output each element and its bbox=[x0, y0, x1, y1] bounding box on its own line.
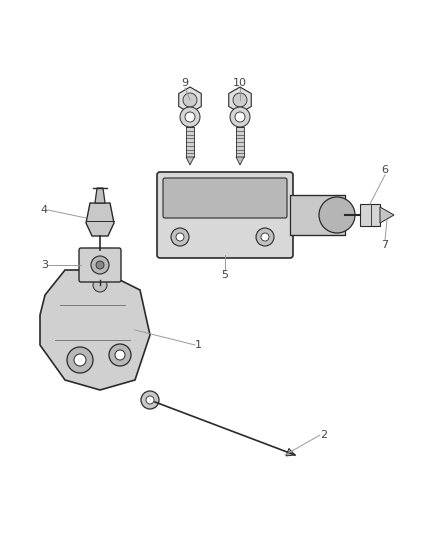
Circle shape bbox=[67, 347, 93, 373]
FancyBboxPatch shape bbox=[157, 172, 293, 258]
Polygon shape bbox=[95, 188, 105, 203]
Circle shape bbox=[233, 93, 247, 107]
Text: 9: 9 bbox=[181, 78, 189, 88]
Circle shape bbox=[96, 261, 104, 269]
Circle shape bbox=[180, 107, 200, 127]
Polygon shape bbox=[286, 448, 295, 456]
Text: 4: 4 bbox=[41, 205, 48, 215]
Circle shape bbox=[171, 228, 189, 246]
Polygon shape bbox=[186, 157, 194, 165]
Circle shape bbox=[235, 112, 245, 122]
Circle shape bbox=[319, 197, 355, 233]
Text: 10: 10 bbox=[233, 78, 247, 88]
FancyBboxPatch shape bbox=[163, 178, 287, 218]
Text: 5: 5 bbox=[222, 270, 229, 280]
Text: 7: 7 bbox=[381, 240, 389, 250]
Circle shape bbox=[261, 233, 269, 241]
Circle shape bbox=[146, 396, 154, 404]
Text: 6: 6 bbox=[381, 165, 389, 175]
FancyBboxPatch shape bbox=[79, 248, 121, 282]
Text: 2: 2 bbox=[320, 430, 327, 440]
Polygon shape bbox=[236, 157, 244, 165]
Circle shape bbox=[183, 93, 197, 107]
Polygon shape bbox=[86, 203, 114, 236]
Text: 3: 3 bbox=[41, 260, 48, 270]
Bar bbox=[186, 127, 194, 157]
Polygon shape bbox=[380, 207, 394, 223]
Bar bbox=[236, 127, 244, 157]
Bar bbox=[290, 195, 345, 235]
Circle shape bbox=[115, 350, 125, 360]
Circle shape bbox=[141, 391, 159, 409]
Circle shape bbox=[91, 256, 109, 274]
Polygon shape bbox=[229, 87, 251, 113]
Circle shape bbox=[109, 344, 131, 366]
Text: 1: 1 bbox=[195, 340, 202, 350]
Circle shape bbox=[93, 278, 107, 292]
Circle shape bbox=[185, 112, 195, 122]
Polygon shape bbox=[179, 87, 201, 113]
Circle shape bbox=[256, 228, 274, 246]
Circle shape bbox=[176, 233, 184, 241]
Bar bbox=[360, 204, 380, 226]
Circle shape bbox=[230, 107, 250, 127]
Polygon shape bbox=[40, 270, 150, 390]
Circle shape bbox=[74, 354, 86, 366]
